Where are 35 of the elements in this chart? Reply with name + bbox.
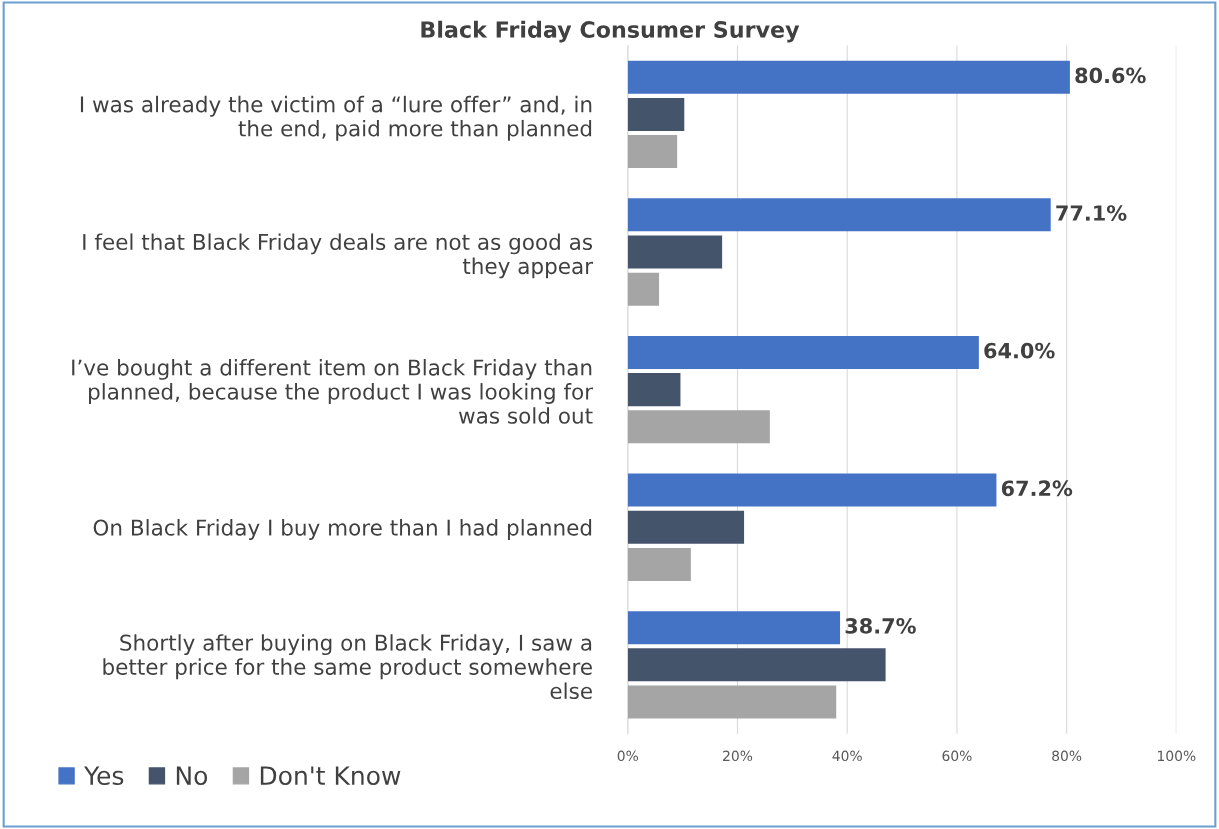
chart-title: Black Friday Consumer Survey bbox=[421, 20, 800, 43]
y-tick-label: Shortly after buying on Black Friday, I saw a better price for the same product somewhere else bbox=[103, 634, 592, 700]
x-tick-label: 40% bbox=[832, 750, 862, 762]
bar bbox=[627, 272, 660, 306]
x-tick-label: 80% bbox=[1052, 750, 1082, 762]
x-tick-label: 60% bbox=[942, 750, 972, 762]
bar bbox=[627, 373, 681, 407]
bar bbox=[627, 510, 745, 544]
bar bbox=[627, 685, 837, 719]
bar bbox=[627, 97, 685, 131]
bar bbox=[627, 410, 770, 444]
x-tick-label: 20% bbox=[723, 750, 753, 762]
legend-label: Yes bbox=[84, 766, 124, 786]
y-tick-label: I was already the victim of a “lure offer” and, in the end, paid more than planned bbox=[80, 95, 592, 141]
bar bbox=[627, 335, 979, 369]
y-tick-label: I’ve bought a different item on Black Friday than planned, because the product I was looking for was sold out bbox=[72, 358, 594, 424]
bar bbox=[627, 135, 678, 169]
bar bbox=[627, 611, 841, 645]
bar bbox=[627, 198, 1051, 232]
data-label: 80.6% bbox=[1075, 67, 1146, 84]
y-tick-label: I feel that Black Friday deals are not as good as they appear bbox=[83, 233, 594, 279]
bar bbox=[627, 547, 691, 581]
x-tick-label: 100% bbox=[1158, 750, 1196, 762]
bar bbox=[627, 235, 723, 269]
bar bbox=[627, 60, 1070, 94]
data-label: 77.1% bbox=[1056, 205, 1127, 221]
bar bbox=[627, 648, 886, 682]
data-label: 38.7% bbox=[845, 617, 916, 634]
legend-label: No bbox=[176, 766, 208, 786]
bar bbox=[627, 473, 997, 507]
x-tick-label: 0% bbox=[617, 750, 639, 762]
data-label: 67.2% bbox=[1001, 480, 1073, 497]
legend-label: Don't Know bbox=[260, 766, 401, 786]
data-label: 64.0% bbox=[984, 342, 1055, 359]
y-tick-label: On Black Friday I buy more than I had planned bbox=[93, 519, 592, 540]
